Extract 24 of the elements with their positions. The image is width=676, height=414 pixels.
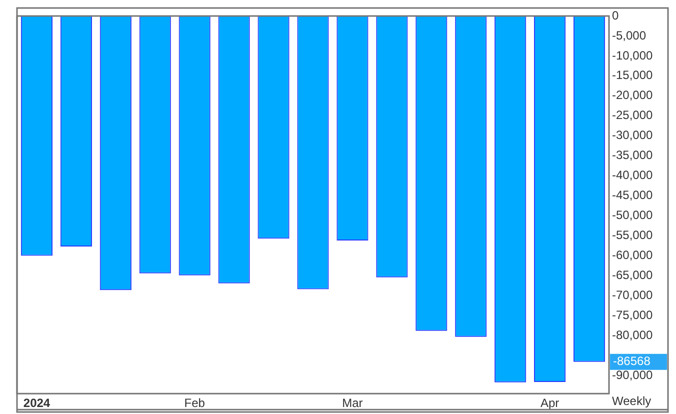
y-tick-label: -75,000: [612, 308, 654, 322]
x-tick-label: Apr: [540, 396, 560, 410]
y-tick-label: -40,000: [612, 168, 654, 182]
y-tick-label: -30,000: [612, 128, 654, 142]
x-tick-label: 2024: [23, 396, 50, 410]
text: Weekly: [612, 394, 652, 408]
y-tick-label: -5,000: [612, 28, 646, 42]
y-tick-label: -25,000: [612, 108, 654, 122]
x-tick-label: Mar: [342, 396, 363, 410]
x-tick-label: Feb: [184, 396, 206, 410]
y-tick-label: 0: [612, 8, 619, 22]
y-tick-label: -35,000: [612, 148, 654, 162]
y-tick-label: -90,000: [612, 368, 654, 382]
y-tick-label: -15,000: [612, 68, 654, 82]
y-tick-label: -80,000: [612, 328, 654, 342]
text: -86568: [613, 354, 651, 368]
y-tick-label: -45,000: [612, 188, 654, 202]
y-tick-label: -55,000: [612, 228, 654, 242]
y-tick-label: -20,000: [612, 88, 654, 102]
y-tick-label: -70,000: [612, 288, 654, 302]
y-tick-label: -60,000: [612, 248, 654, 262]
y-tick-label: -50,000: [612, 208, 654, 222]
y-tick-label: -65,000: [612, 268, 654, 282]
y-tick-label: -10,000: [612, 48, 654, 62]
